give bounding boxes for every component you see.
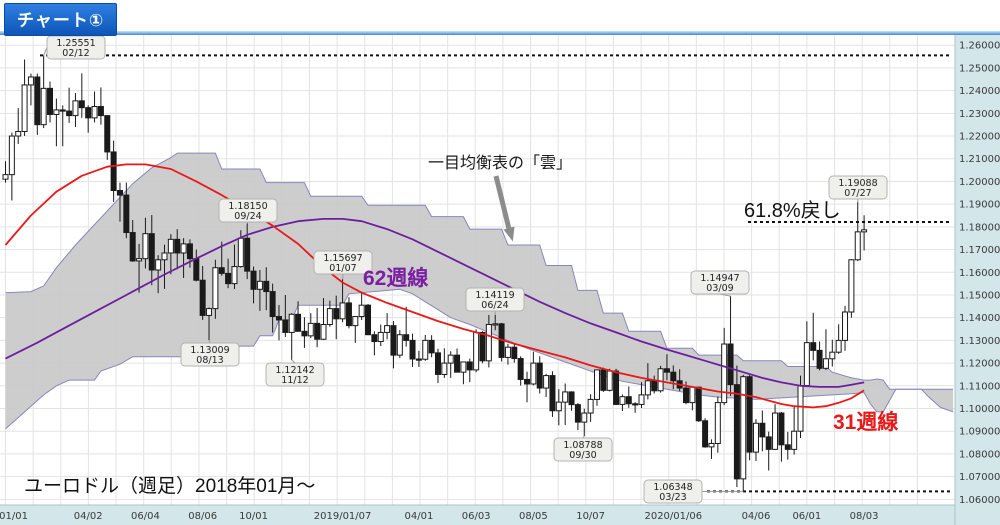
svg-text:1.13000: 1.13000	[959, 336, 1000, 347]
svg-text:1.06348: 1.06348	[653, 482, 692, 493]
svg-text:06/01: 06/01	[792, 511, 821, 522]
svg-text:1.09000: 1.09000	[959, 427, 1000, 438]
svg-text:1.25551: 1.25551	[56, 38, 95, 49]
dotted-level-lines	[40, 54, 950, 493]
ma31-line-label: 31週線	[833, 411, 899, 434]
candles	[2, 55, 868, 492]
svg-text:2020/01/06: 2020/01/06	[644, 511, 702, 522]
svg-text:2019/01/07: 2019/01/07	[314, 511, 372, 522]
svg-text:1.18000: 1.18000	[959, 222, 1000, 233]
svg-text:1.06000: 1.06000	[959, 495, 1000, 506]
svg-text:06/24: 06/24	[481, 300, 508, 311]
svg-text:1.20000: 1.20000	[959, 177, 1000, 188]
svg-text:1.19088: 1.19088	[838, 178, 877, 189]
svg-text:11/12: 11/12	[281, 375, 308, 386]
svg-text:03/23: 03/23	[659, 492, 686, 503]
svg-text:1.15000: 1.15000	[959, 290, 1000, 301]
cloud-annotation-label: 一目均衡表の「雲」	[428, 155, 573, 172]
svg-text:1.08000: 1.08000	[959, 449, 1000, 460]
svg-text:04/01: 04/01	[404, 511, 433, 522]
svg-text:1.18150: 1.18150	[228, 201, 267, 212]
svg-text:1.14119: 1.14119	[475, 290, 514, 301]
svg-text:1.26000: 1.26000	[959, 41, 1000, 52]
cloud-annotation-arrow	[493, 175, 515, 242]
svg-text:1.12000: 1.12000	[959, 359, 1000, 370]
svg-text:1.12142: 1.12142	[275, 365, 314, 376]
svg-text:1.25000: 1.25000	[959, 63, 1000, 74]
svg-text:1.10000: 1.10000	[959, 404, 1000, 415]
svg-text:09/30: 09/30	[569, 450, 596, 461]
svg-text:1.08788: 1.08788	[563, 440, 602, 451]
svg-text:1.17000: 1.17000	[959, 245, 1000, 256]
svg-text:1.21000: 1.21000	[959, 154, 1000, 165]
svg-text:03/09: 03/09	[706, 283, 733, 294]
svg-text:08/06: 08/06	[188, 511, 217, 522]
svg-text:01/07: 01/07	[329, 263, 356, 274]
moving-average-lines	[4, 163, 865, 409]
svg-text:18/01/01: 18/01/01	[0, 511, 28, 522]
svg-text:08/05: 08/05	[519, 511, 548, 522]
svg-text:10/07: 10/07	[576, 511, 605, 522]
svg-text:1.07000: 1.07000	[959, 472, 1000, 483]
svg-text:04/06: 04/06	[742, 511, 771, 522]
svg-text:1.23000: 1.23000	[959, 109, 1000, 120]
svg-text:08/13: 08/13	[196, 355, 223, 366]
svg-text:10/01: 10/01	[239, 511, 268, 522]
svg-text:1.14947: 1.14947	[700, 273, 739, 284]
svg-text:1.14000: 1.14000	[959, 313, 1000, 324]
svg-text:1.22000: 1.22000	[959, 132, 1000, 143]
svg-text:06/03: 06/03	[462, 511, 491, 522]
svg-text:1.24000: 1.24000	[959, 86, 1000, 97]
svg-text:1.13009: 1.13009	[190, 345, 229, 356]
svg-text:08/03: 08/03	[850, 511, 879, 522]
ma62-line-label: 62週線	[363, 267, 429, 290]
svg-text:1.15697: 1.15697	[323, 253, 362, 264]
svg-text:1.19000: 1.19000	[959, 200, 1000, 211]
svg-text:1.11000: 1.11000	[959, 381, 1000, 392]
svg-text:04/02: 04/02	[74, 511, 103, 522]
svg-text:02/12: 02/12	[62, 48, 89, 59]
svg-text:07/27: 07/27	[844, 188, 871, 199]
svg-text:06/04: 06/04	[131, 511, 160, 522]
svg-text:09/24: 09/24	[234, 211, 261, 222]
svg-text:1.16000: 1.16000	[959, 268, 1000, 279]
chart-badge: チャート①	[4, 3, 118, 36]
axis-strips: 1.06000 1.07000 1.08000 1.09000 1.10000 1.110…	[0, 35, 1000, 525]
retracement-label: 61.8%戻し	[744, 200, 841, 222]
header-divider	[0, 31, 1000, 35]
instrument-title: ユーロドル（週足）2018年01月～	[24, 476, 316, 497]
